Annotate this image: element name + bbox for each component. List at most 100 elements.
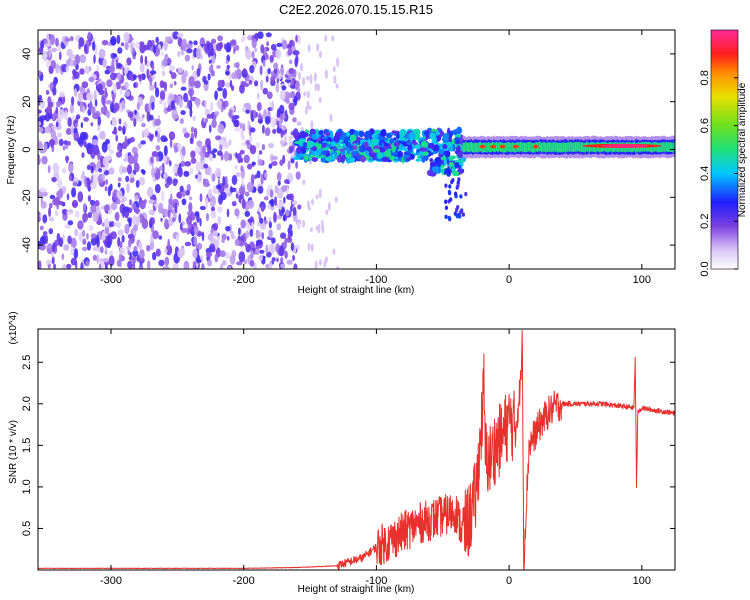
spectrogram-cell	[177, 249, 184, 259]
spectrogram-cell	[169, 160, 172, 167]
spectrogram-cell	[38, 70, 42, 77]
spectrogram-cell	[299, 138, 307, 142]
spectrogram-cell	[269, 189, 274, 198]
spectrogram-cell	[527, 142, 530, 152]
spectrogram-cell	[105, 99, 112, 105]
spectrogram-cell	[78, 37, 85, 48]
spectrogram-cell	[276, 172, 282, 182]
spectrogram-cell	[124, 81, 129, 89]
spectrogram-cell	[296, 146, 302, 155]
spectrogram-cell	[187, 211, 191, 216]
spectrogram-cell	[472, 142, 474, 153]
spectrogram-cell	[111, 130, 118, 135]
spectrogram-cell	[229, 80, 233, 88]
spectrogram-cell	[105, 138, 110, 145]
spectrogram-cell	[257, 119, 263, 124]
spectrogram-cell	[177, 67, 184, 74]
spectrogram-cell	[506, 142, 509, 152]
x-tick-label: -300	[100, 274, 122, 286]
spectrogram-cell	[159, 98, 163, 105]
spectrogram-cell	[102, 58, 107, 68]
spectrogram-cell	[149, 70, 157, 75]
spectrogram-cell	[130, 176, 135, 183]
spectrogram-cell	[270, 117, 277, 128]
spectrogram-cell	[191, 213, 196, 221]
spectrogram-cell	[109, 65, 115, 74]
spectrogram-cell	[255, 248, 260, 254]
spectrogram-cell	[154, 81, 157, 89]
spectrogram-cell	[141, 122, 146, 128]
x-tick-label: 0	[506, 575, 512, 587]
y-tick-label: 0.5	[21, 521, 33, 536]
spectrogram-cell	[454, 137, 460, 141]
spectrogram-cell	[509, 142, 511, 152]
spectrogram-cell	[233, 47, 236, 55]
spectrogram-cell	[244, 242, 248, 248]
spectrogram-cell	[276, 77, 279, 84]
spectrogram-cell	[259, 217, 264, 224]
spectrogram-cell	[183, 170, 190, 177]
spectrogram-cell	[180, 110, 186, 116]
snr-ticks: -300 -200 -100 0 100 0.5 1.0 1.5 2.0 2.5	[21, 329, 675, 587]
spectrogram-cell	[432, 144, 440, 152]
spectrogram-cell	[254, 80, 259, 87]
spectrogram-cell	[228, 265, 232, 269]
colorbar: 0.0 0.2 0.4 0.6 0.8 Normalized spectral ampl…	[699, 29, 748, 277]
spectrogram-cell	[235, 172, 241, 178]
colorbar-gradient	[711, 30, 738, 269]
spectrogram-cell	[133, 245, 138, 252]
spectrogram-cell	[71, 199, 79, 209]
spectrogram-cell	[238, 251, 246, 263]
colorbar-frame	[710, 29, 739, 270]
spectrogram-cell	[529, 141, 531, 152]
spectrogram-cell	[151, 167, 155, 178]
spectrogram-cell	[119, 203, 126, 215]
spectrogram-cell	[189, 107, 193, 118]
spectrogram-cell	[199, 217, 202, 227]
spectrogram-cell	[48, 139, 56, 146]
spectrogram-cell	[190, 157, 197, 164]
spectrogram-cell	[132, 55, 136, 60]
spectrogram-cell	[209, 171, 213, 177]
spectrogram-cell	[65, 128, 72, 135]
spectrogram-cell	[171, 199, 178, 204]
spectrogram-cell	[576, 142, 579, 152]
spectrogram-cell	[320, 157, 325, 163]
spectrogram-cell	[176, 234, 179, 243]
y-tick-label: 20	[21, 96, 33, 108]
spectrogram-cell	[207, 259, 213, 267]
spectrogram-cell	[212, 222, 219, 231]
spectrogram-cell	[454, 134, 462, 138]
spectrogram-cell	[176, 143, 182, 151]
spectrogram-cell	[295, 161, 298, 169]
spectrogram-cell	[236, 61, 240, 69]
spectrogram-cell	[112, 94, 115, 104]
spectrogram-cell	[234, 127, 241, 132]
spectrogram-cell	[245, 109, 250, 114]
spectrogram-cell	[279, 90, 286, 101]
spectrogram-cell	[172, 166, 178, 174]
spectrogram-cell	[217, 178, 221, 187]
spectrogram-cell	[255, 230, 262, 239]
spectrogram-cell	[207, 73, 211, 81]
snr-series-line	[38, 330, 675, 570]
spectrogram-cell	[73, 59, 77, 67]
spectrogram-cell	[127, 154, 135, 165]
spectrogram-cell	[73, 130, 79, 142]
spectrogram-cell	[554, 142, 556, 153]
spectrogram-cell	[163, 145, 168, 157]
spectrogram-cell	[226, 64, 230, 70]
spectrogram-cell	[38, 141, 44, 152]
spectrogram-cell	[127, 111, 134, 118]
spectrogram-cell	[133, 162, 140, 173]
spectrogram-cell	[264, 220, 268, 225]
spectrogram-cell	[67, 235, 72, 245]
spectrogram-cell	[100, 107, 104, 115]
spectrogram-cell	[374, 135, 379, 139]
spectrogram-cell	[250, 249, 254, 260]
spectrogram-cell	[264, 127, 271, 136]
spectrogram-cell	[216, 184, 222, 190]
spectrogram-cell	[288, 102, 295, 111]
spectrogram-cell	[349, 134, 357, 142]
spectrogram-cell	[164, 182, 170, 189]
